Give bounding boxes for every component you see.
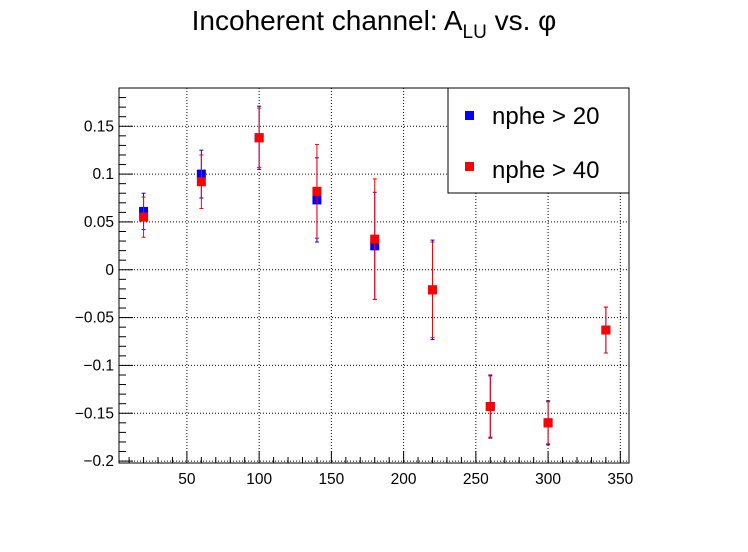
data-layer	[139, 105, 611, 446]
y-tick-label: 0.15	[84, 118, 114, 135]
x-tick-label: 350	[607, 471, 633, 488]
legend-label-nphe-40: nphe > 40	[492, 157, 599, 184]
data-point	[543, 418, 553, 428]
data-point	[485, 402, 495, 412]
y-tick-label: −0.2	[83, 453, 114, 470]
y-tick-label: 0.05	[84, 214, 114, 231]
chart-title: Incoherent channel: ALU vs. φ	[192, 5, 557, 43]
x-tick-label: 100	[246, 471, 272, 488]
axes: 50 100 150 200 250 300 350 0.15 0.1 0.05 0 −0.05 −0.…	[75, 97, 634, 488]
x-tick-label: 200	[391, 471, 417, 488]
data-point	[196, 177, 206, 187]
data-point	[370, 234, 380, 244]
y-tick-label: −0.15	[75, 405, 114, 422]
y-tick-label: −0.1	[83, 357, 114, 374]
legend-marker-nphe-20	[465, 111, 474, 120]
data-point	[601, 325, 611, 335]
x-tick-label: 250	[463, 471, 489, 488]
legend-box	[447, 87, 630, 194]
plot-frame	[118, 87, 630, 464]
legend-marker-nphe-40	[465, 162, 474, 171]
chart-title-suffix: vs.	[487, 5, 538, 36]
y-tick-label: 0.1	[92, 166, 114, 183]
data-point	[312, 186, 322, 196]
series-nphe-40	[139, 107, 611, 445]
chart-title-phi: φ	[538, 5, 556, 36]
y-tick-label: 0	[105, 262, 114, 279]
legend: nphe > 20 nphe > 40	[447, 87, 630, 194]
x-tick-label: 300	[535, 471, 561, 488]
x-tick-label: 50	[178, 471, 196, 488]
chart-title-subscript: LU	[463, 22, 487, 43]
data-point	[139, 212, 149, 222]
x-tick-label: 150	[318, 471, 344, 488]
chart-title-main: Incoherent channel: A	[192, 5, 463, 36]
data-point	[254, 133, 264, 143]
y-tick-label: −0.05	[75, 310, 114, 327]
legend-label-nphe-20: nphe > 20	[492, 103, 599, 130]
data-point	[428, 285, 438, 295]
